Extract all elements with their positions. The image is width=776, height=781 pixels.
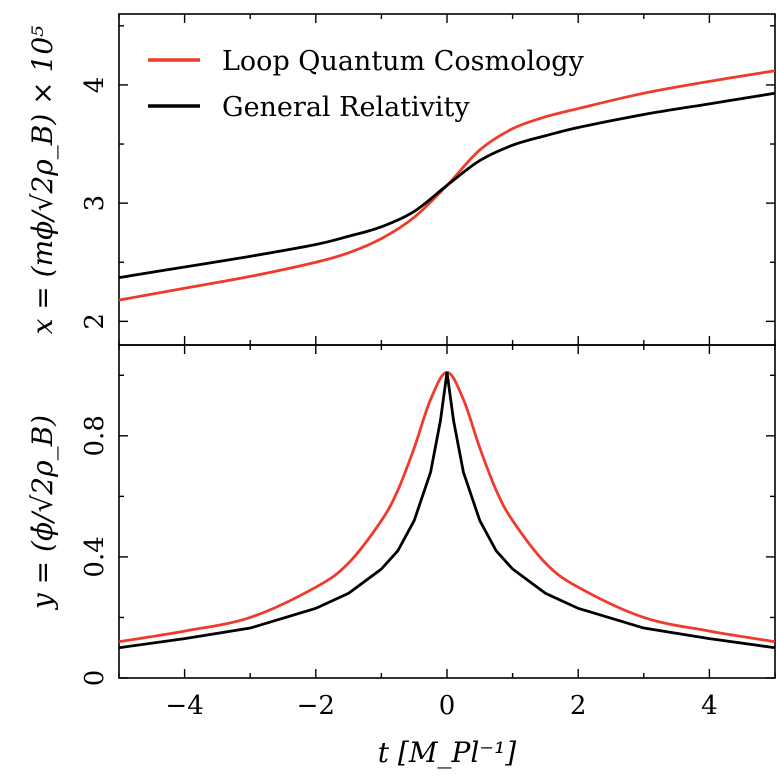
top-ytick-label: 2 [80, 313, 110, 330]
bottom-ytick-label: 0.4 [80, 536, 110, 577]
x-tick-label: −2 [297, 691, 335, 721]
x-tick-label: 4 [701, 691, 718, 721]
x-tick-label: 2 [570, 691, 587, 721]
legend-label-lqc: Loop Quantum Cosmology [222, 46, 585, 77]
top-ytick-label: 3 [80, 195, 110, 212]
x-tick-label: −4 [165, 691, 203, 721]
bottom-series-gr [119, 372, 775, 650]
bottom-series-lqc [119, 370, 775, 644]
bottom-ytick-label: 0 [80, 670, 110, 687]
top-ylabel: x = (mϕ/√2ρ_B) × 10⁵ [26, 26, 59, 335]
x-axis-label: t [M_Pl⁻¹] [378, 736, 517, 769]
legend: Loop Quantum Cosmology General Relativit… [148, 46, 585, 123]
x-tick-label: 0 [439, 691, 456, 721]
bottom-frame [118, 344, 776, 679]
top-series-gr [119, 91, 775, 279]
top-ytick-label: 4 [80, 77, 110, 94]
bottom-ylabel: y = (ϕ̇/√2ρ_B) [26, 415, 59, 611]
bottom-ytick-label: 0.8 [80, 415, 110, 456]
bottom-panel: 0 0.4 0.8 −4 −2 0 2 4 [80, 344, 776, 721]
legend-label-gr: General Relativity [222, 92, 470, 123]
